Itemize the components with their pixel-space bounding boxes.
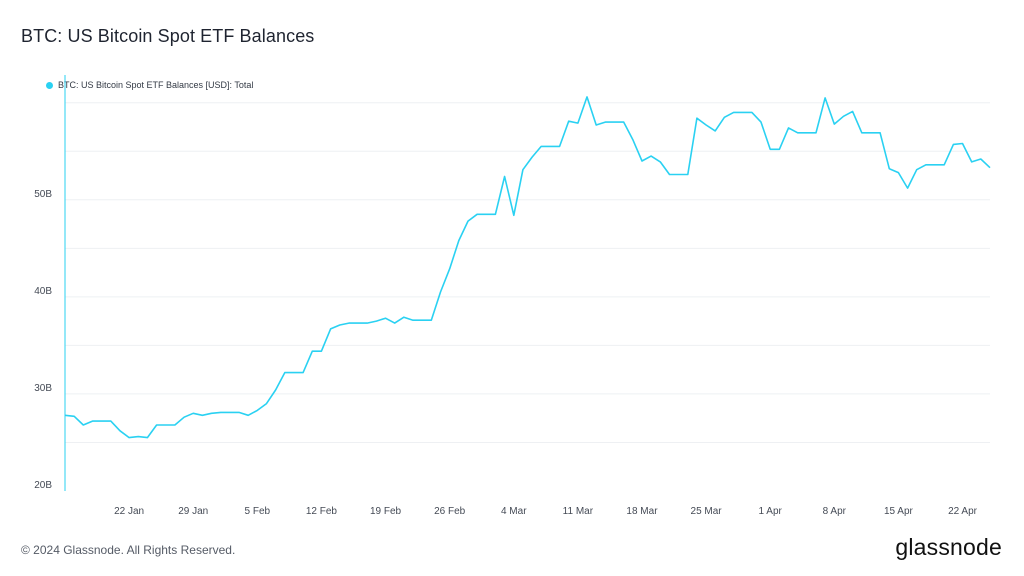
x-tick-label: 22 Jan [114, 506, 144, 517]
x-tick-label: 26 Feb [434, 506, 466, 517]
y-tick-label: 30B [34, 383, 52, 394]
x-tick-label: 11 Mar [563, 506, 594, 517]
x-tick-label: 1 Apr [759, 506, 783, 517]
y-tick-label: 50B [34, 189, 52, 200]
x-tick-label: 8 Apr [823, 506, 847, 517]
chart-title: BTC: US Bitcoin Spot ETF Balances [21, 26, 315, 46]
grid-lines [65, 102, 990, 443]
legend-label: BTC: US Bitcoin Spot ETF Balances [USD]:… [58, 80, 254, 90]
chart-legend[interactable]: BTC: US Bitcoin Spot ETF Balances [USD]:… [46, 80, 253, 90]
x-axis: 22 Jan 29 Jan 5 Feb 12 Feb 19 Feb 26 Feb 4 Mar… [114, 506, 978, 517]
x-tick-label: 4 Mar [501, 506, 527, 517]
series-line-total[interactable] [64, 96, 991, 439]
y-tick-label: 20B [34, 480, 52, 491]
x-tick-label: 19 Feb [370, 506, 402, 517]
copyright-text: © 2024 Glassnode. All Rights Reserved. [21, 543, 236, 557]
x-tick-label: 18 Mar [626, 506, 658, 517]
y-tick-label: 40B [34, 286, 52, 297]
legend-marker-icon [46, 81, 53, 89]
x-tick-label: 29 Jan [178, 506, 208, 517]
x-tick-label: 22 Apr [948, 506, 978, 517]
x-tick-label: 5 Feb [245, 506, 271, 517]
x-tick-label: 15 Apr [884, 506, 914, 517]
glassnode-logo[interactable]: glassnode [895, 534, 1002, 560]
x-tick-label: 12 Feb [306, 506, 338, 517]
y-axis: 20B 30B 40B 50B [34, 189, 52, 491]
x-tick-label: 25 Mar [691, 506, 723, 517]
